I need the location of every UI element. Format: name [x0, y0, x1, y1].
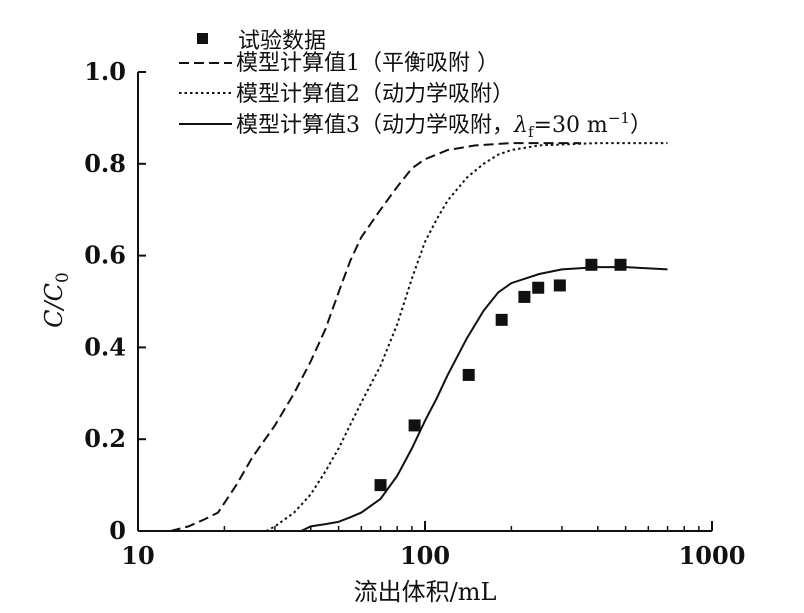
x-tick-label: 1000: [679, 541, 746, 570]
y-tick-label: 0.2: [84, 424, 126, 453]
data-point: [462, 368, 475, 381]
x-axis-title: 流出体积/mL: [354, 578, 497, 606]
data-point: [585, 258, 598, 271]
data-point: [518, 290, 531, 303]
data-point: [495, 313, 508, 326]
x-tick-label: 100: [400, 541, 450, 570]
legend-label-model1: 模型计算值1（平衡吸附 ）: [236, 51, 499, 76]
legend: 试验数据 模型计算值1（平衡吸附 ） 模型计算值2（动力学吸附） 模型计算值3（…: [179, 29, 652, 141]
data-point: [532, 281, 545, 294]
legend-marker-sample: [197, 33, 208, 44]
legend-label-model3: 模型计算值3（动力学吸附，λf=30 m−1）: [236, 109, 652, 141]
x-tick-label: 10: [121, 541, 154, 570]
data-point: [614, 258, 627, 271]
y-tick-label: 1.0: [84, 57, 126, 86]
y-tick-label: 0.8: [84, 149, 126, 178]
legend-label-model2: 模型计算值2（动力学吸附）: [236, 82, 514, 107]
series-line-1: [170, 142, 582, 532]
data-point: [408, 419, 421, 432]
series-line-3: [300, 266, 668, 532]
legend-label-experimental: 试验数据: [238, 29, 326, 54]
y-tick-label: 0.4: [84, 332, 126, 361]
y-tick-label: 0.6: [84, 241, 126, 270]
y-tick-label: 0: [109, 516, 126, 545]
data-point: [553, 279, 566, 292]
y-axis-title: C/C0: [40, 272, 73, 328]
data-point: [374, 479, 387, 492]
series-line-2: [265, 142, 668, 532]
